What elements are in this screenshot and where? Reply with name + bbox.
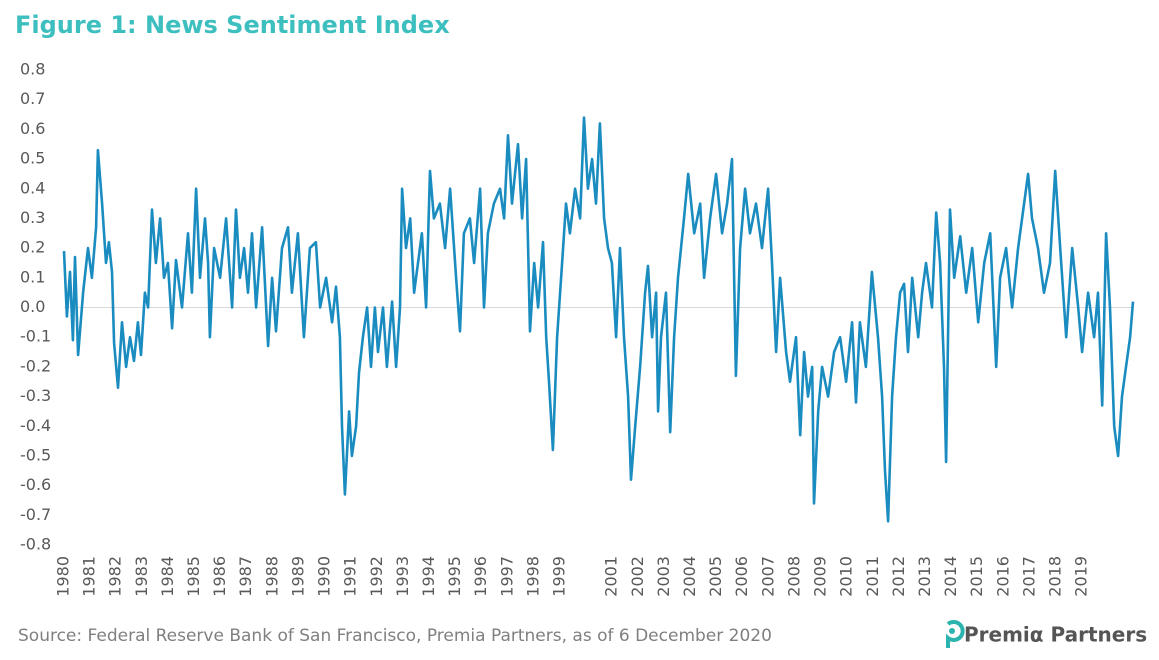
x-tick-label: 2012 (889, 556, 908, 597)
x-tick-label: 1980 (54, 556, 73, 597)
x-tick-label: 2007 (758, 556, 777, 597)
x-tick-label: 1986 (210, 556, 229, 597)
y-tick-label: -0.5 (20, 445, 51, 464)
x-tick-label: 2013 (915, 556, 934, 597)
x-tick-label: 2005 (706, 556, 725, 597)
x-tick-label: 1988 (262, 556, 281, 597)
y-tick-label: 0.8 (20, 60, 45, 79)
x-tick-label: 2019 (1072, 556, 1091, 597)
x-tick-label: 1982 (106, 556, 125, 597)
x-tick-label: 2002 (628, 556, 647, 597)
x-tick-label: 1987 (236, 556, 255, 597)
x-tick-label: 1996 (471, 556, 490, 597)
y-tick-label: 0.5 (20, 149, 45, 168)
x-tick-label: 1993 (393, 556, 412, 597)
source-note: Source: Federal Reserve Bank of San Fran… (18, 626, 772, 646)
y-tick-label: -0.4 (20, 416, 51, 435)
x-tick-label: 1985 (184, 556, 203, 597)
logo-icon (946, 620, 965, 648)
x-tick-label: 1989 (288, 556, 307, 597)
y-tick-label: -0.2 (20, 356, 51, 375)
y-tick-label: -0.6 (20, 475, 51, 494)
x-tick-label: 1995 (445, 556, 464, 597)
y-tick-label: 0.4 (20, 178, 45, 197)
x-tick-label: 2015 (967, 556, 986, 597)
x-tick-label: 2017 (1019, 556, 1038, 597)
x-tick-label: 1998 (523, 556, 542, 597)
x-tick-label: 1981 (80, 556, 99, 597)
x-tick-label: 1992 (367, 556, 386, 597)
x-tick-label: 2003 (654, 556, 673, 597)
x-tick-label: 1984 (158, 556, 177, 597)
y-tick-label: -0.3 (20, 386, 51, 405)
y-tick-label: -0.8 (20, 535, 51, 554)
x-tick-label: 2014 (941, 556, 960, 597)
logo-text: Premiα Partners (964, 623, 1147, 647)
x-tick-label: 1997 (497, 556, 516, 597)
x-tick-label: 2010 (837, 556, 856, 597)
x-tick-label: 2009 (811, 556, 830, 597)
y-tick-label: 0.7 (20, 89, 45, 108)
x-tick-label: 2001 (602, 556, 621, 597)
x-tick-label: 2004 (680, 556, 699, 597)
sentiment-line (62, 116, 1135, 523)
x-tick-label: 1999 (549, 556, 568, 597)
y-tick-label: 0.0 (20, 297, 45, 316)
x-tick-label: 2008 (784, 556, 803, 597)
x-tick-label: 1994 (419, 556, 438, 597)
y-tick-label: -0.1 (20, 327, 51, 346)
x-tick-label: 2006 (732, 556, 751, 597)
x-tick-label: 1990 (315, 556, 334, 597)
x-tick-label: 2018 (1045, 556, 1064, 597)
y-tick-label: 0.6 (20, 119, 45, 138)
x-tick-label: 2011 (863, 556, 882, 597)
y-tick-label: -0.7 (20, 505, 51, 524)
x-tick-label: 1991 (341, 556, 360, 597)
y-tick-label: 0.3 (20, 208, 45, 227)
y-tick-label: 0.2 (20, 238, 45, 257)
chart-title: Figure 1: News Sentiment Index (15, 11, 450, 39)
y-tick-label: 0.1 (20, 267, 45, 286)
x-tick-label: 2016 (993, 556, 1012, 597)
x-tick-label: 1983 (132, 556, 151, 597)
